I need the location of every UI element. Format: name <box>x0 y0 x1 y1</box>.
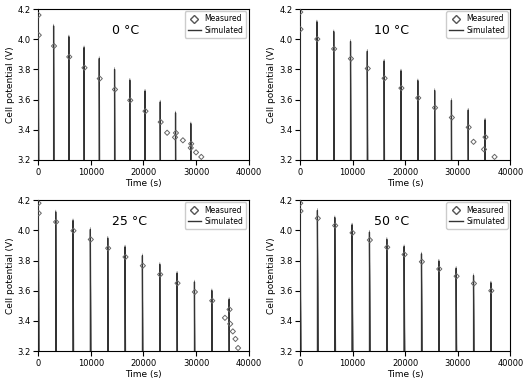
Text: 50 °C: 50 °C <box>373 215 409 228</box>
Point <box>87 236 95 243</box>
Point <box>452 273 461 280</box>
Legend: Measured, Simulated: Measured, Simulated <box>446 11 508 38</box>
Point <box>418 259 426 265</box>
Point <box>52 219 60 225</box>
Point <box>172 130 180 136</box>
Point <box>346 55 355 62</box>
Point <box>480 146 488 152</box>
X-axis label: Time (s): Time (s) <box>387 370 424 380</box>
Point <box>296 200 305 206</box>
Point <box>163 130 171 136</box>
Text: 10 °C: 10 °C <box>373 24 409 37</box>
Point <box>104 245 112 251</box>
Point <box>490 154 499 160</box>
Point <box>348 230 357 236</box>
Point <box>179 137 187 143</box>
Point <box>363 65 372 72</box>
Point <box>34 12 43 18</box>
Point <box>226 321 234 327</box>
Point <box>296 26 305 32</box>
Point <box>380 75 389 81</box>
Point <box>111 86 119 92</box>
Point <box>314 215 322 221</box>
Point <box>234 345 242 351</box>
Point <box>157 119 165 125</box>
Point <box>34 210 43 216</box>
Point <box>65 54 74 60</box>
Text: 0 °C: 0 °C <box>112 24 139 37</box>
Text: 25 °C: 25 °C <box>112 215 147 228</box>
Point <box>221 315 229 321</box>
Point <box>366 237 374 243</box>
Y-axis label: Cell potential (V): Cell potential (V) <box>6 237 15 314</box>
Point <box>481 134 490 140</box>
Point <box>414 95 423 101</box>
Point <box>464 124 473 131</box>
Point <box>187 145 195 151</box>
Point <box>126 97 134 104</box>
Y-axis label: Cell potential (V): Cell potential (V) <box>6 46 15 123</box>
Point <box>383 244 391 250</box>
Point <box>331 223 340 229</box>
Point <box>313 36 322 42</box>
Point <box>225 306 234 313</box>
X-axis label: Time (s): Time (s) <box>125 370 162 380</box>
Point <box>208 298 216 304</box>
Point <box>50 43 58 49</box>
Point <box>141 108 150 114</box>
Point <box>469 139 478 145</box>
Point <box>397 85 406 91</box>
Point <box>229 328 237 335</box>
Point <box>400 251 409 258</box>
Point <box>296 9 305 15</box>
Point <box>487 288 496 294</box>
Point <box>187 141 195 147</box>
Point <box>190 289 199 295</box>
Point <box>448 114 456 121</box>
Point <box>69 228 78 234</box>
Point <box>296 208 305 214</box>
Legend: Measured, Simulated: Measured, Simulated <box>446 203 508 229</box>
Legend: Measured, Simulated: Measured, Simulated <box>185 11 247 38</box>
Point <box>171 134 179 141</box>
Point <box>470 280 478 286</box>
Point <box>431 105 439 111</box>
Point <box>330 46 339 52</box>
X-axis label: Time (s): Time (s) <box>387 179 424 188</box>
Point <box>174 280 182 286</box>
Point <box>435 266 443 272</box>
X-axis label: Time (s): Time (s) <box>125 179 162 188</box>
Point <box>231 336 240 342</box>
Point <box>139 263 147 269</box>
Legend: Measured, Simulated: Measured, Simulated <box>185 203 247 229</box>
Y-axis label: Cell potential (V): Cell potential (V) <box>267 46 276 123</box>
Point <box>34 200 43 206</box>
Point <box>34 32 43 38</box>
Point <box>96 75 104 82</box>
Point <box>192 149 200 156</box>
Point <box>80 65 89 71</box>
Point <box>121 254 130 260</box>
Point <box>156 271 165 278</box>
Y-axis label: Cell potential (V): Cell potential (V) <box>267 237 276 314</box>
Point <box>197 154 206 160</box>
